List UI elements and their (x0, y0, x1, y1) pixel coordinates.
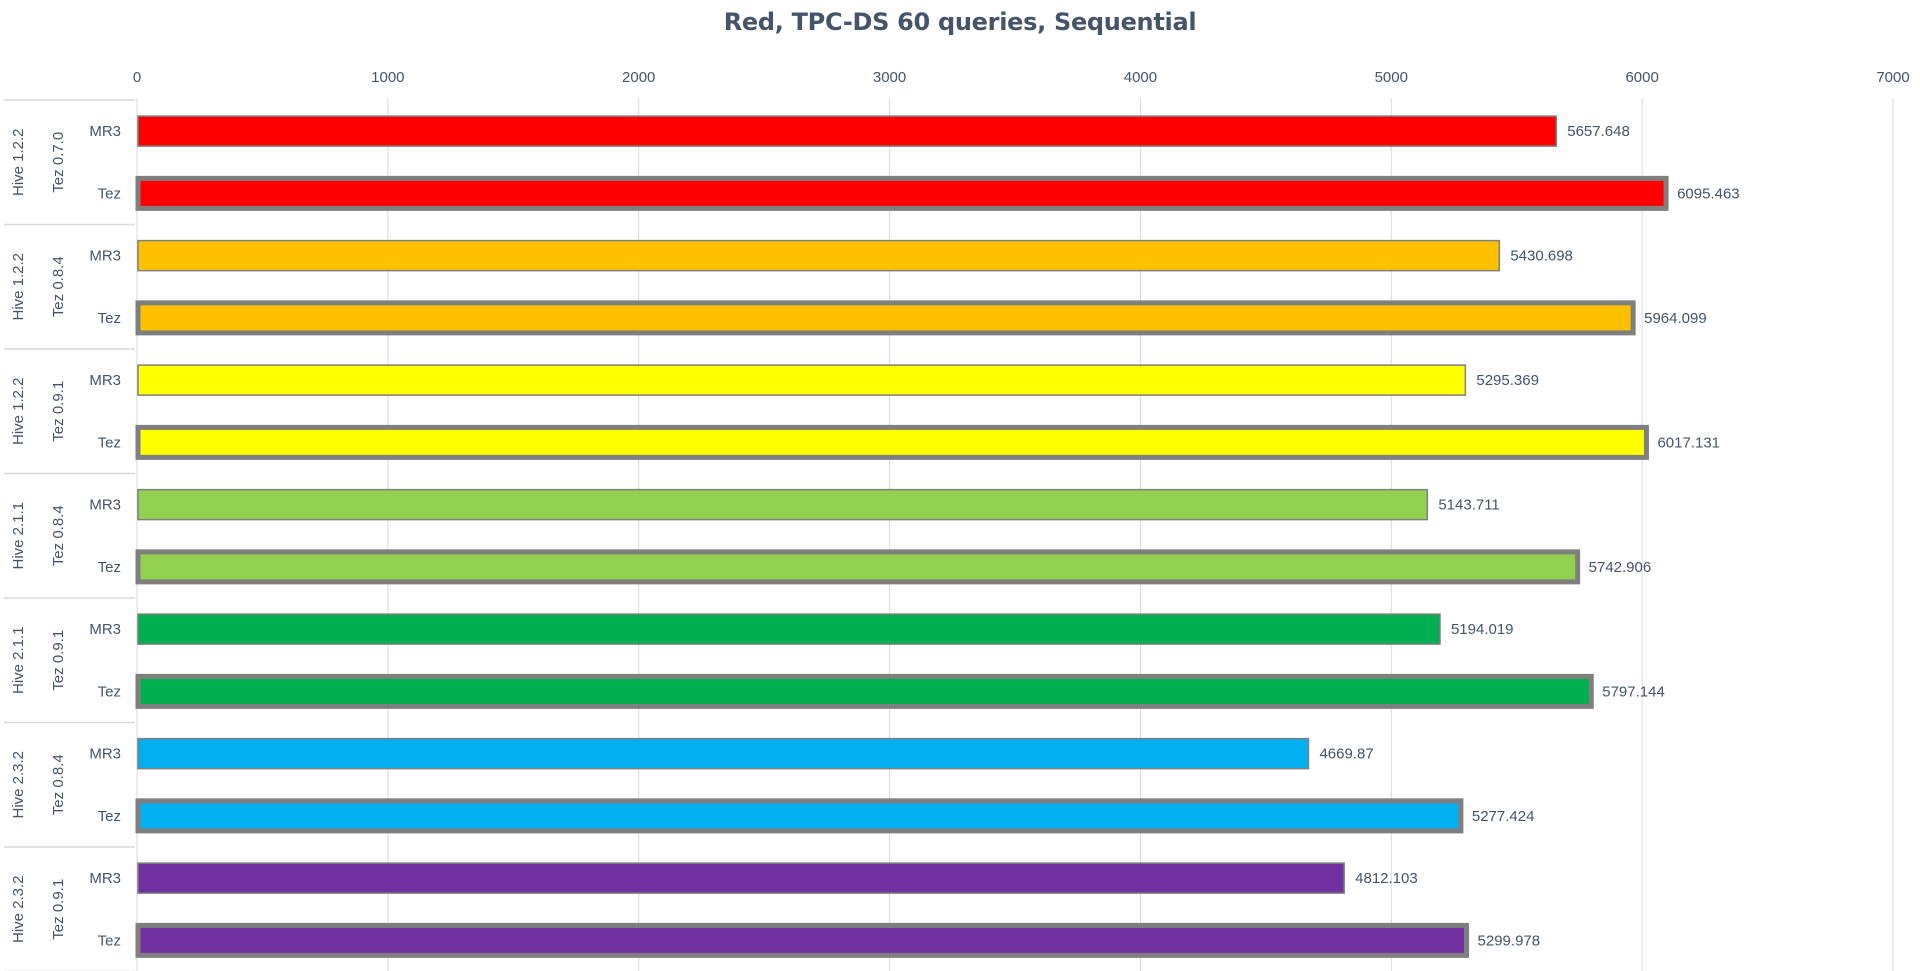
bar-category-label: Tez (98, 434, 121, 451)
bar-tez (135, 175, 1669, 211)
x-tick-label: 6000 (1625, 69, 1658, 86)
tez-version-label: Tez 0.9.1 (50, 630, 67, 691)
bar-tez (135, 922, 1470, 958)
hive-version-label: Hive 2.3.2 (10, 875, 27, 943)
bar-tez (135, 300, 1636, 336)
data-label: 5277.424 (1472, 808, 1535, 825)
data-label: 5295.369 (1476, 372, 1539, 389)
bar-category-label: Tez (98, 310, 121, 327)
data-label: 5964.099 (1644, 310, 1707, 327)
tez-version-label: Tez 0.8.4 (50, 256, 67, 317)
bar-mr3 (137, 364, 1467, 396)
bar-tez (135, 673, 1594, 709)
hive-version-label: Hive 1.2.2 (10, 377, 27, 445)
x-tick-label: 2000 (622, 69, 655, 86)
hive-version-label: Hive 2.1.1 (10, 502, 27, 570)
hive-version-label: Hive 2.1.1 (10, 626, 27, 694)
x-tick-label: 0 (133, 69, 141, 86)
data-label: 5194.019 (1451, 621, 1514, 638)
tez-version-label: Tez 0.9.1 (50, 879, 67, 940)
hive-version-label: Hive 1.2.2 (10, 128, 27, 196)
tez-version-label: Tez 0.8.4 (50, 754, 67, 815)
x-tick-labels: 0 1000 2000 3000 4000 5000 6000 7000 (133, 69, 1910, 86)
chart-title: Red, TPC-DS 60 queries, Sequential (723, 8, 1197, 36)
bar-category-label: Tez (98, 559, 121, 576)
bar-category-label: MR3 (89, 123, 121, 140)
bar-category-label: Tez (98, 185, 121, 202)
data-label: 5430.698 (1510, 248, 1573, 265)
bar-category-label: MR3 (89, 621, 121, 638)
bar-category-label: Tez (98, 932, 121, 949)
bar-category-label: MR3 (89, 372, 121, 389)
bar-mr3 (137, 613, 1441, 645)
data-label: 6017.131 (1657, 434, 1720, 451)
hive-version-label: Hive 1.2.2 (10, 253, 27, 321)
data-label: 5742.906 (1589, 559, 1652, 576)
tez-version-label: Tez 0.8.4 (50, 505, 67, 566)
bar-mr3 (137, 862, 1345, 894)
bar-mr3 (137, 488, 1429, 521)
x-tick-label: 7000 (1876, 69, 1909, 86)
bar-category-label: Tez (98, 808, 121, 825)
data-label: 4812.103 (1355, 870, 1418, 887)
bar-category-label: MR3 (89, 248, 121, 265)
data-label: 6095.463 (1677, 185, 1740, 202)
bar-category-label: Tez (98, 683, 121, 700)
grid-layer (136, 98, 1894, 971)
bar-tez (135, 798, 1464, 834)
bar-category-label: MR3 (89, 746, 121, 763)
bar-mr3 (137, 239, 1501, 272)
category-axis: Hive 1.2.2 Tez 0.7.0 MR3 Tez Hive 1.2.2 Tez 0… (4, 98, 138, 971)
x-tick-label: 1000 (371, 69, 404, 86)
data-label: 5299.978 (1478, 932, 1541, 949)
hive-version-label: Hive 2.3.2 (10, 751, 27, 819)
bars-layer (135, 115, 1669, 958)
tez-version-label: Tez 0.9.1 (50, 381, 67, 442)
bar-mr3 (137, 115, 1558, 147)
x-tick-label: 3000 (873, 69, 906, 86)
bar-tez (135, 549, 1581, 585)
bar-category-label: MR3 (89, 497, 121, 514)
x-tick-label: 5000 (1375, 69, 1408, 86)
data-label: 4669.87 (1319, 746, 1373, 763)
bar-mr3 (137, 737, 1310, 770)
bar-category-label: MR3 (89, 870, 121, 887)
bar-tez (135, 424, 1649, 460)
data-label: 5143.711 (1438, 497, 1499, 514)
tez-version-label: Tez 0.7.0 (50, 132, 67, 193)
data-label: 5657.648 (1567, 123, 1630, 140)
data-labels: 5657.648 6095.463 5430.698 5964.099 5295.369… (1319, 123, 1739, 949)
x-tick-label: 4000 (1124, 69, 1157, 86)
data-label: 5797.144 (1602, 683, 1665, 700)
